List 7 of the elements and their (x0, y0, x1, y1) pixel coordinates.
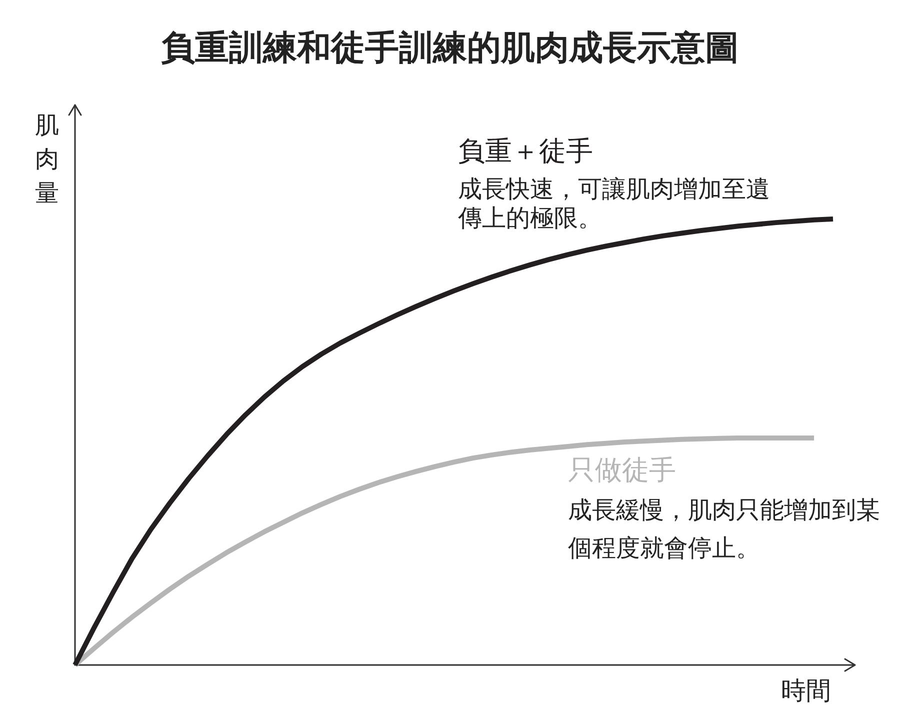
chart-title: 負重訓練和徒手訓練的肌肉成長示意圖 (160, 28, 740, 68)
annotation: 成長快速，可讓肌肉增加至遺傳上的極限。 (458, 175, 771, 233)
series-label: 只做徒手 (568, 455, 676, 487)
x-axis-title: 時間 (781, 676, 831, 706)
annotation: 成長緩慢，肌肉只能增加到某個程度就會停止。 (568, 495, 881, 564)
y-axis-title: 肌肉量 (35, 110, 59, 209)
text: 負重＋徒手 (458, 136, 593, 168)
